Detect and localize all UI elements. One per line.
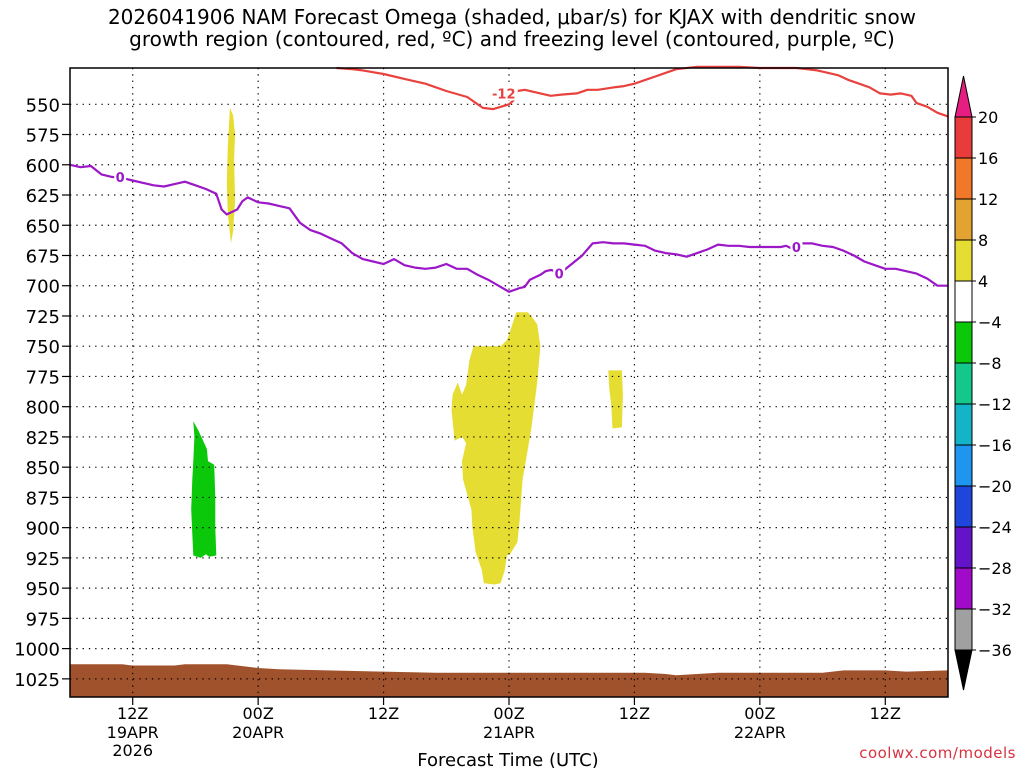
x-axis-label: Forecast Time (UTC) bbox=[417, 750, 598, 768]
colorbar-swatch bbox=[954, 280, 973, 323]
colorbar-label: −16 bbox=[978, 436, 1012, 455]
colorbar-swatch bbox=[954, 485, 973, 528]
y-tick-label: 550 bbox=[26, 95, 60, 116]
terrain-layer bbox=[70, 664, 948, 697]
y-tick-label: 725 bbox=[26, 307, 60, 328]
contour-lines: -12 0 0 0 bbox=[69, 65, 949, 293]
contour-label: 0 bbox=[792, 241, 801, 256]
contour-label-bg bbox=[553, 266, 566, 281]
y-tick-label: 900 bbox=[26, 519, 60, 540]
colorbar-label: 12 bbox=[978, 190, 998, 209]
colorbar-label: −12 bbox=[978, 395, 1012, 414]
colorbar-label: 8 bbox=[978, 231, 988, 250]
y-tick-label: 925 bbox=[26, 549, 60, 570]
colorbar-swatch bbox=[954, 321, 973, 364]
colorbar-label: −36 bbox=[978, 641, 1012, 660]
x-tick-label: 12Z bbox=[117, 704, 148, 723]
y-tick-label: 625 bbox=[26, 186, 60, 207]
contour-label-bg bbox=[114, 169, 127, 184]
y-tick-label: 1000 bbox=[14, 640, 60, 661]
omega-region-4 bbox=[608, 370, 623, 429]
contour-label: 0 bbox=[116, 171, 125, 186]
colorbar-label: −4 bbox=[978, 313, 1002, 332]
contour-label-bg bbox=[790, 240, 803, 255]
contour-label: -12 bbox=[492, 87, 516, 102]
colorbar-label: −24 bbox=[978, 518, 1012, 537]
x-tick-date: 19APR bbox=[107, 723, 159, 742]
colorbar-label: −20 bbox=[978, 477, 1012, 496]
contour-line-1 bbox=[336, 65, 949, 118]
x-tick-date: 21APR bbox=[483, 723, 535, 742]
colorbar-swatch bbox=[954, 157, 973, 200]
colorbar-bottom-arrow bbox=[954, 649, 973, 691]
contour-label: 0 bbox=[555, 268, 564, 283]
colorbar-swatch bbox=[954, 608, 973, 651]
colorbar-label: −28 bbox=[978, 559, 1012, 578]
x-tick-date: 20APR bbox=[232, 723, 284, 742]
colorbar-swatch bbox=[954, 526, 973, 569]
omega-region-1 bbox=[226, 107, 236, 244]
colorbar-swatch bbox=[954, 116, 973, 159]
title-line-1: 2026041906 NAM Forecast Omega (shaded, μ… bbox=[107, 5, 917, 29]
terrain-surface bbox=[70, 664, 948, 697]
x-tick-label: 00Z bbox=[242, 704, 273, 723]
x-tick-label: 12Z bbox=[619, 704, 650, 723]
omega-shading-layer bbox=[191, 107, 623, 585]
y-tick-label: 775 bbox=[26, 367, 60, 388]
x-tick-date: 22APR bbox=[734, 723, 786, 742]
colorbar-swatch bbox=[954, 403, 973, 446]
colorbar-swatch bbox=[954, 198, 973, 241]
contour-label-bg bbox=[489, 86, 518, 101]
y-tick-label: 975 bbox=[26, 609, 60, 630]
y-tick-label: 575 bbox=[26, 126, 60, 147]
colorbar-top-arrow bbox=[954, 75, 973, 118]
colorbar-label: 4 bbox=[978, 272, 988, 291]
y-tick-label: 850 bbox=[26, 458, 60, 479]
omega-region-2 bbox=[191, 421, 217, 558]
y-tick-label: 675 bbox=[26, 246, 60, 267]
y-tick-label: 825 bbox=[26, 428, 60, 449]
x-tick-label: 12Z bbox=[368, 704, 399, 723]
colorbar-label: 16 bbox=[978, 149, 998, 168]
colorbar-swatch bbox=[954, 567, 973, 610]
y-tick-label: 800 bbox=[26, 398, 60, 419]
y-tick-label: 950 bbox=[26, 579, 60, 600]
colorbar-label: −32 bbox=[978, 600, 1012, 619]
colorbar-swatch bbox=[954, 362, 973, 405]
y-tick-label: 875 bbox=[26, 488, 60, 509]
colorbar-swatch bbox=[954, 444, 973, 487]
axes: 550 575 600 625 650 675 700 725 750 775 800 825 850 8… bbox=[14, 95, 901, 760]
x-tick-label: 00Z bbox=[493, 704, 524, 723]
chart-title: 2026041906 NAM Forecast Omega (shaded, μ… bbox=[0, 6, 1024, 50]
x-tick-label: 12Z bbox=[870, 704, 901, 723]
x-tick-year: 2026 bbox=[112, 741, 153, 760]
contour-line-2 bbox=[69, 163, 948, 293]
y-tick-label: 750 bbox=[26, 337, 60, 358]
colorbar-label: 20 bbox=[978, 108, 998, 127]
colorbar-swatch bbox=[954, 239, 973, 282]
y-tick-label: 1025 bbox=[14, 670, 60, 691]
site-credit: coolwx.com/models bbox=[859, 744, 1016, 762]
gridlines bbox=[70, 68, 948, 697]
colorbar: 20 16 12 8 4 −4 −8 −12 −16 −20 −24 −28 −32 −36 bbox=[954, 75, 1012, 691]
title-line-2: growth region (contoured, red, ºC) and f… bbox=[129, 27, 895, 51]
y-tick-label: 700 bbox=[26, 277, 60, 298]
y-tick-label: 600 bbox=[26, 156, 60, 177]
y-tick-label: 650 bbox=[26, 216, 60, 237]
x-tick-label: 00Z bbox=[744, 704, 775, 723]
colorbar-label: −8 bbox=[978, 354, 1002, 373]
omega-region-3 bbox=[451, 312, 541, 585]
